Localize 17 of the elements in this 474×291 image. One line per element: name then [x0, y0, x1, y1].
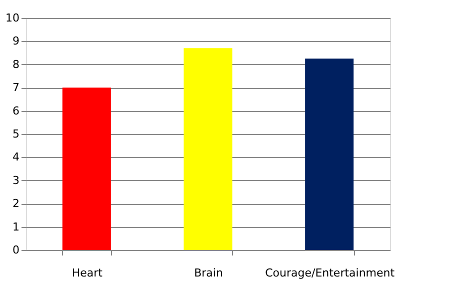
y-tick-label: 3	[12, 174, 20, 187]
bar	[305, 58, 354, 250]
y-tick-label: 9	[12, 34, 20, 48]
x-tick-label: Brain	[194, 266, 223, 280]
y-tick-label: 5	[12, 128, 20, 140]
y-tick-label: 7	[12, 81, 20, 94]
y-tick-label: 10	[6, 12, 20, 24]
x-tick-label: Heart	[72, 266, 104, 280]
y-tick-label: 4	[12, 150, 20, 164]
bar	[184, 48, 232, 250]
y-tick-label: 2	[12, 197, 20, 210]
y-tick-label: 0	[12, 244, 20, 256]
x-tick-label: Courage/Entertainment	[265, 266, 396, 280]
bar	[62, 88, 111, 250]
y-tick-label: 6	[12, 104, 20, 118]
y-tick-label: 1	[12, 220, 20, 234]
y-tick-label: 8	[12, 58, 20, 71]
